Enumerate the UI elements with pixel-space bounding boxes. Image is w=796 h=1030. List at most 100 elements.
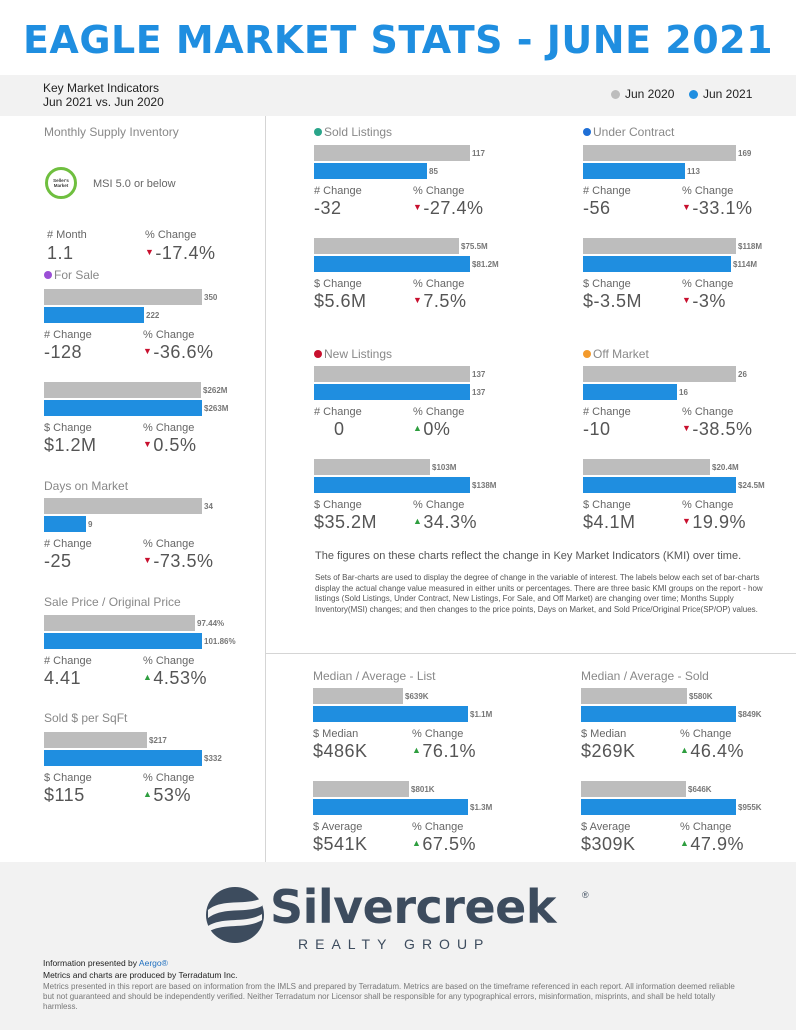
percent-change-value: ▲67.5% [412, 834, 476, 855]
percent-change-label: % Change [413, 185, 465, 197]
up-arrow-icon: ▲ [413, 516, 423, 526]
change-value: $115 [44, 785, 85, 805]
aergo-link[interactable]: Aergo® [138, 958, 168, 968]
msi-change-value: ▼-17.4% [145, 243, 215, 264]
down-arrow-icon: ▼ [413, 202, 423, 212]
bar-2021 [313, 799, 468, 815]
bar-2021 [583, 477, 736, 493]
percent-change-text: 67.5% [422, 834, 476, 854]
percent-change-value: ▼0.5% [143, 435, 196, 456]
bar-label-2020: 350 [204, 293, 218, 302]
bar-2020 [583, 145, 736, 161]
msi-change-text: -17.4% [155, 243, 216, 263]
msi-title: Monthly Supply Inventory [44, 125, 179, 139]
sold-per-sqft-title-text: Sold $ per SqFt [44, 711, 128, 725]
bar-2021 [44, 750, 202, 766]
percent-change-text: 76.1% [422, 741, 476, 761]
median-average-list-title-text: Median / Average - List [313, 669, 436, 683]
bar-label-2020: $801K [411, 785, 435, 794]
bar-label-2020: 34 [204, 502, 213, 511]
change-value: $486K [313, 741, 368, 761]
disclaimer: Metrics presented in this report are bas… [43, 982, 735, 1011]
down-arrow-icon: ▼ [682, 295, 692, 305]
bar-label-2021: $81.2M [472, 260, 499, 269]
change-value: -56 [583, 198, 611, 218]
up-arrow-icon: ▲ [680, 838, 690, 848]
change-value: -25 [44, 551, 72, 571]
bar-label-2021: 222 [146, 311, 160, 320]
bar-label-2021: $263M [204, 404, 229, 413]
bar-label-2020: $217 [149, 736, 167, 745]
sold-listings-title-text: Sold Listings [324, 125, 393, 139]
percent-change-value: ▲53% [143, 785, 191, 806]
silvercreek-logo: Silvercreek ® REALTY GROUP [204, 880, 594, 954]
logo-wordmark: Silvercreek [270, 880, 556, 934]
change-label: $ Change [583, 499, 631, 511]
description-body: Sets of Bar-charts are used to display t… [315, 573, 763, 614]
change-label: $ Average [581, 821, 631, 833]
bar-2020 [581, 688, 687, 704]
change-value: $4.1M [583, 512, 636, 532]
bar-2021 [44, 307, 144, 323]
percent-change-value: ▲4.53% [143, 668, 207, 689]
badge-line2: Market [53, 183, 69, 188]
percent-change-value: ▲34.3% [413, 512, 477, 533]
bar-label-2020: 97.44% [197, 619, 225, 628]
change-label: $ Change [44, 772, 92, 784]
under-contract-title-text: Under Contract [593, 125, 675, 139]
percent-change-text: 46.4% [690, 741, 744, 761]
bar-label-2020: $580K [689, 692, 713, 701]
percent-change-label: % Change [143, 422, 195, 434]
percent-change-value: ▼-3% [682, 291, 726, 312]
up-arrow-icon: ▲ [680, 745, 690, 755]
produced-by: Metrics and charts are produced by Terra… [43, 970, 238, 980]
bar-label-2020: $646K [688, 785, 712, 794]
bar-2021 [583, 256, 731, 272]
msi-change-label: % Change [145, 229, 197, 241]
logo-swoosh-icon [206, 887, 264, 943]
for-sale-title-text: For Sale [54, 268, 100, 282]
bar-label-2021: $955K [738, 803, 762, 812]
percent-change-label: % Change [680, 728, 732, 740]
percent-change-value: ▲0% [413, 419, 450, 440]
percent-change-value: ▼-27.4% [413, 198, 483, 219]
percent-change-label: % Change [413, 406, 465, 418]
bar-2020 [583, 366, 736, 382]
change-label: # Change [314, 406, 362, 418]
up-arrow-icon: ▲ [143, 789, 153, 799]
page-header: EAGLE MARKET STATS - JUNE 2021 [0, 0, 796, 75]
percent-change-text: 7.5% [423, 291, 467, 311]
change-value: $35.2M [314, 512, 378, 532]
percent-change-value: ▲46.4% [680, 741, 744, 762]
under-contract-dot-icon [583, 128, 591, 136]
percent-change-text: 4.53% [153, 668, 207, 688]
percent-change-text: 0.5% [153, 435, 197, 455]
percent-change-text: -73.5% [153, 551, 214, 571]
bar-label-2020: 169 [738, 149, 752, 158]
days-on-market-title: Days on Market [44, 479, 128, 493]
percent-change-label: % Change [413, 278, 465, 290]
legend-item-2021: Jun 2021 [689, 87, 752, 101]
msi-month-label: # Month [47, 229, 87, 241]
percent-change-text: 53% [153, 785, 191, 805]
bar-label-2021: $849K [738, 710, 762, 719]
bar-2021 [314, 256, 470, 272]
change-value: $1.2M [44, 435, 97, 455]
up-arrow-icon: ▲ [413, 423, 423, 433]
change-value: $-3.5M [583, 291, 643, 311]
down-arrow-icon: ▼ [143, 439, 153, 449]
percent-change-value: ▲76.1% [412, 741, 476, 762]
bar-2021 [583, 163, 685, 179]
change-value: $541K [313, 834, 368, 854]
bar-2021 [44, 400, 202, 416]
msi-month-value: 1.1 [47, 243, 74, 263]
median-average-sold-title-text: Median / Average - Sold [581, 669, 709, 683]
bar-2020 [44, 498, 202, 514]
bar-2020 [581, 781, 686, 797]
bar-2021 [314, 384, 470, 400]
change-label: $ Change [44, 422, 92, 434]
off-market-title: Off Market [583, 347, 649, 361]
percent-change-value: ▼-38.5% [682, 419, 752, 440]
change-value: 4.41 [44, 668, 82, 688]
bar-label-2021: $332 [204, 754, 222, 763]
